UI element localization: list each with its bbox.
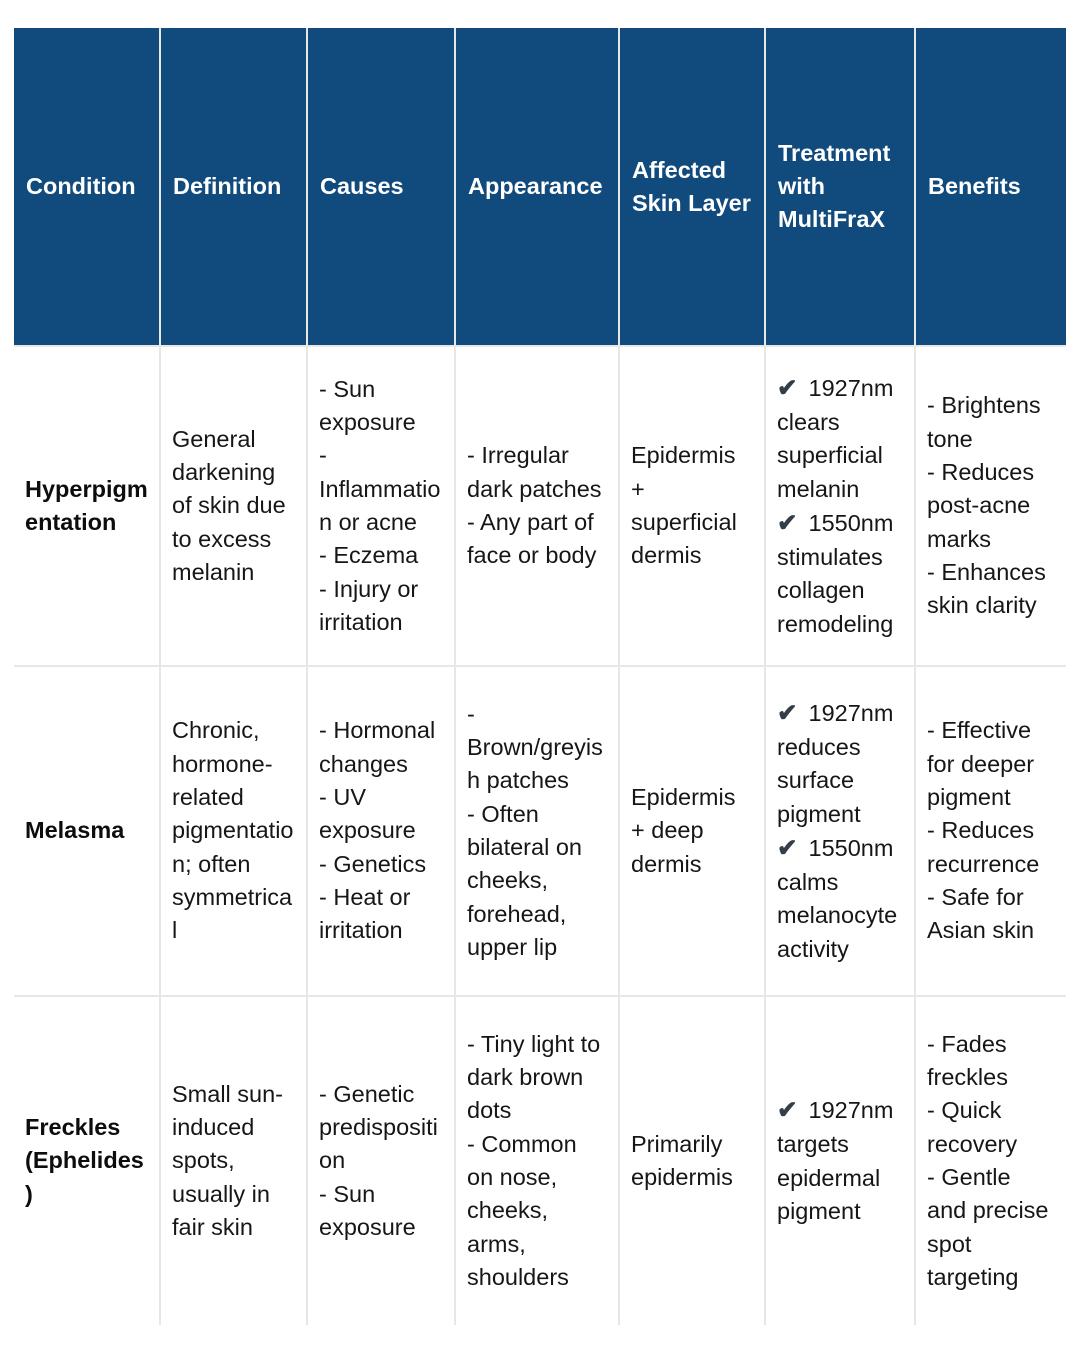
cell-condition: Freckles (Ephelides) — [14, 997, 159, 1325]
list-item: - Eczema — [319, 542, 419, 569]
list-item: - Reduces post-acne marks — [927, 458, 1035, 552]
cell-treatment: ✔ 1927nm clears superficial melanin ✔ 155… — [766, 347, 914, 665]
cell-affected-skin-layer: Primarily epidermis — [620, 997, 764, 1325]
column-header-causes: Causes — [308, 28, 454, 345]
cell-appearance: - Brown/greyish patches - Often bilateral… — [456, 667, 618, 995]
list-item: - Often bilateral on cheeks, forehead, u… — [467, 800, 582, 961]
column-header-definition: Definition — [161, 28, 306, 345]
list-item: - Reduces recurrence — [927, 817, 1040, 877]
list-item: - UV exposure — [319, 783, 416, 844]
treatment-item: ✔ 1550nm stimulates collagen remodeling — [777, 510, 894, 637]
column-header-affected-skin-layer: Affected Skin Layer — [620, 28, 764, 345]
cell-causes: - Hormonal changes - UV exposure - Genetic… — [308, 667, 454, 995]
list-item: - Tiny light to dark brown dots — [467, 1030, 601, 1124]
column-header-treatment: Treatment with MultiFraX — [766, 28, 914, 345]
list-item: - Heat or irritation — [319, 884, 411, 944]
treatment-item: ✔ 1927nm reduces surface pigment — [777, 699, 894, 827]
check-icon: ✔ — [777, 1097, 809, 1125]
cell-appearance: - Irregular dark patches - Any part of fa… — [456, 347, 618, 665]
list-item: - Injury or irritation — [319, 575, 419, 636]
list-item: - Enhances skin clarity — [927, 559, 1046, 619]
list-item: - Safe for Asian skin — [927, 884, 1035, 944]
list-item: - Any part of face or body — [467, 509, 597, 569]
list-item: - Genetics — [319, 850, 427, 877]
cell-affected-skin-layer: Epidermis + superficial dermis — [620, 347, 764, 665]
list-item: - Irregular dark patches — [467, 442, 602, 502]
cell-benefits: - Effective for deeper pigment - Reduces … — [916, 667, 1066, 995]
list-item: - Brown/greyish patches — [467, 700, 603, 794]
list-item: - Inflammation or acne — [319, 442, 441, 535]
column-header-benefits: Benefits — [916, 28, 1066, 345]
cell-condition: Hyperpigmentation — [14, 347, 159, 665]
cell-condition: Melasma — [14, 667, 159, 995]
list-item: - Sun exposure — [319, 375, 416, 435]
list-item: - Effective for deeper pigment — [927, 717, 1035, 810]
cell-appearance: - Tiny light to dark brown dots - Common … — [456, 997, 618, 1325]
check-icon: ✔ — [777, 699, 809, 727]
list-item: - Hormonal changes — [319, 717, 436, 777]
list-item: - Common on nose, cheeks, arms, shoulder… — [467, 1130, 577, 1291]
treatment-item: ✔ 1550nm calms melanocyte activity — [777, 835, 898, 962]
cell-causes: - Sun exposure - Inflammation or acne - Ec… — [308, 347, 454, 665]
list-item: - Gentle and precise spot targeting — [927, 1164, 1049, 1291]
cell-definition: General darkening of skin due to excess … — [161, 347, 306, 665]
cell-treatment: ✔ 1927nm reduces surface pigment ✔ 1550nm… — [766, 667, 914, 995]
cell-affected-skin-layer: Epidermis + deep dermis — [620, 667, 764, 995]
cell-treatment: ✔ 1927nm targets epidermal pigment — [766, 997, 914, 1325]
cell-definition: Small sun-induced spots, usually in fair… — [161, 997, 306, 1325]
check-icon: ✔ — [777, 510, 809, 537]
skin-conditions-table: Condition Definition Causes Appearance A… — [14, 28, 1066, 1325]
cell-benefits: - Fades freckles - Quick recovery - Gentle… — [916, 997, 1066, 1325]
list-item: - Quick recovery — [927, 1097, 1018, 1157]
cell-causes: - Genetic predisposition - Sun exposure — [308, 997, 454, 1325]
list-item: - Genetic predisposition — [319, 1080, 438, 1174]
treatment-item: ✔ 1927nm clears superficial melanin — [777, 374, 894, 502]
list-item: - Brightens tone — [927, 392, 1041, 452]
column-header-condition: Condition — [14, 28, 159, 345]
column-header-appearance: Appearance — [456, 28, 618, 345]
list-item: - Sun exposure — [319, 1180, 416, 1241]
check-icon: ✔ — [777, 835, 809, 862]
cell-benefits: - Brightens tone - Reduces post-acne mark… — [916, 347, 1066, 665]
check-icon: ✔ — [777, 374, 809, 402]
treatment-item: ✔ 1927nm targets epidermal pigment — [777, 1097, 894, 1225]
list-item: - Fades freckles — [927, 1030, 1008, 1090]
cell-definition: Chronic, hormone-related pigmentation; o… — [161, 667, 306, 995]
